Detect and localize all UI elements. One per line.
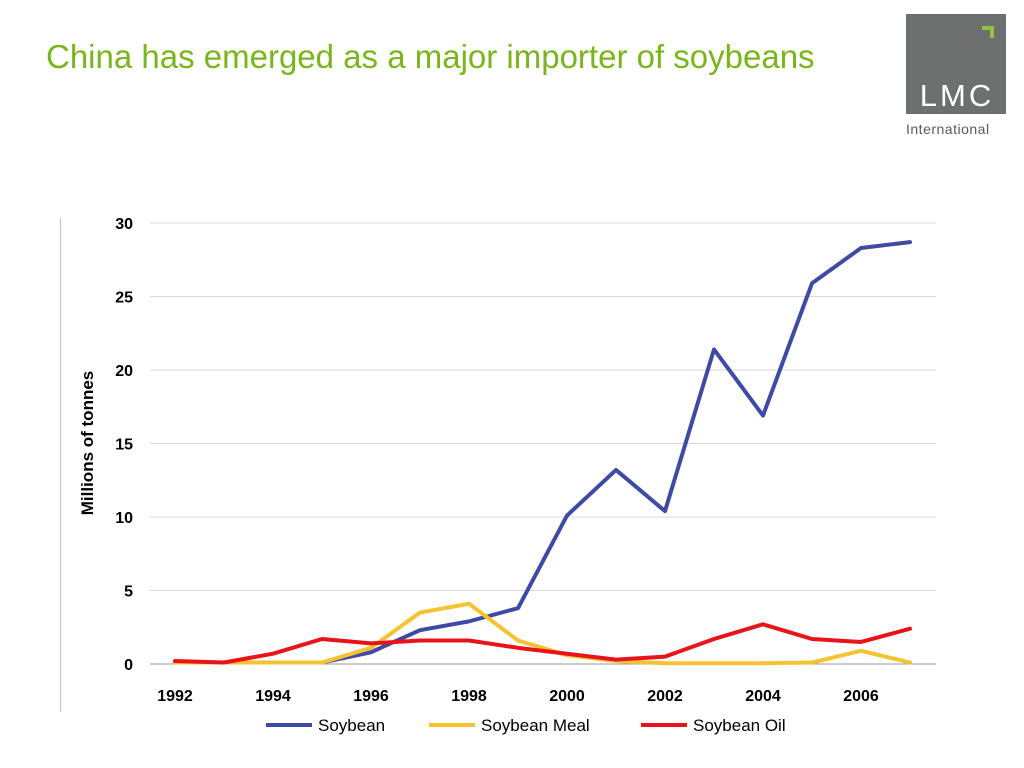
y-tick-label-10: 10 (115, 510, 133, 527)
y-tick-label-15: 15 (115, 437, 133, 454)
x-tick-label-2000: 2000 (549, 688, 585, 705)
x-tick-label-2004: 2004 (745, 688, 781, 705)
x-tick-label-2002: 2002 (647, 688, 683, 705)
legend-label-soybean: Soybean (318, 716, 385, 735)
series-line-soybean-meal (173, 601, 912, 666)
y-tick-label-20: 20 (115, 363, 133, 380)
x-tick-label-1994: 1994 (255, 688, 291, 705)
y-tick-label-30: 30 (115, 216, 133, 233)
y-tick-label-25: 25 (115, 290, 133, 307)
series-line-soybean-oil (173, 622, 912, 665)
x-tick-label-1992: 1992 (157, 688, 193, 705)
y-tick-label-0: 0 (124, 657, 133, 674)
logo-box: LMC (906, 14, 1006, 114)
legend-label-soybean-oil: Soybean Oil (693, 716, 786, 735)
x-tick-label-2006: 2006 (843, 688, 879, 705)
y-tick-label-5: 5 (124, 584, 133, 601)
y-axis-label: Millions of tonnes (78, 371, 97, 516)
chart-divider-line (60, 218, 61, 712)
logo-corner-mark-icon (982, 26, 994, 38)
x-tick-label-1998: 1998 (451, 688, 487, 705)
slide-title: China has emerged as a major importer of… (46, 38, 815, 75)
logo-subtitle: International (906, 121, 990, 137)
logo-text: LMC (919, 78, 995, 113)
series-line-soybean (173, 240, 912, 665)
x-tick-label-1996: 1996 (353, 688, 389, 705)
legend-label-soybean-meal: Soybean Meal (481, 716, 590, 735)
lmc-logo: LMC International (906, 14, 1010, 140)
